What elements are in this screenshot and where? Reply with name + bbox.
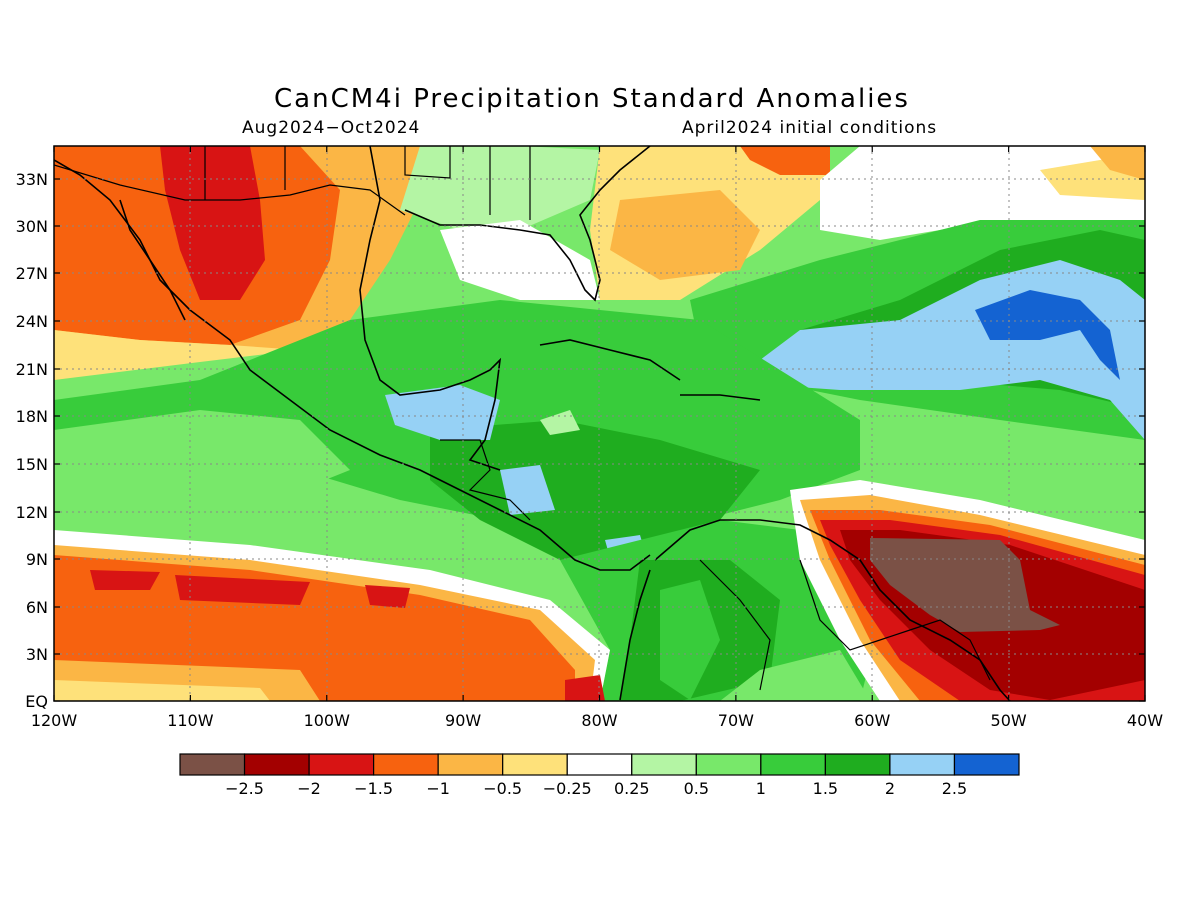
colorbar-label: 2.5 xyxy=(942,779,967,798)
colorbar-swatch xyxy=(631,753,697,776)
lat-label: 3N xyxy=(26,645,48,664)
initial-conditions: April2024 initial conditions xyxy=(682,118,938,138)
colorbar-swatch xyxy=(502,753,568,776)
colorbar-label: −2.5 xyxy=(225,779,264,798)
lon-label: 90W xyxy=(445,711,481,730)
colorbar-label: −2 xyxy=(297,779,321,798)
longitude-axis: 120W 110W 100W 90W 80W 70W 60W 50W 40W xyxy=(31,146,1163,730)
map-title: CanCM4i Precipitation Standard Anomalies xyxy=(274,84,910,114)
lon-label: 40W xyxy=(1127,711,1163,730)
colorbar-swatch xyxy=(695,753,762,776)
colorbar-swatch xyxy=(437,753,504,776)
colorbar-label: 2 xyxy=(885,779,895,798)
lat-label: 18N xyxy=(16,407,48,426)
lat-label: EQ xyxy=(25,692,48,711)
forecast-period: Aug2024−Oct2024 xyxy=(242,118,421,138)
lon-label: 100W xyxy=(304,711,351,730)
lon-label: 80W xyxy=(581,711,617,730)
colorbar-label: 1 xyxy=(756,779,766,798)
colorbar-label: 0.5 xyxy=(684,779,709,798)
lon-label: 110W xyxy=(167,711,214,730)
anomaly-field xyxy=(54,146,1145,701)
lat-label: 27N xyxy=(16,264,48,283)
lon-label: 60W xyxy=(854,711,890,730)
borders xyxy=(54,146,991,691)
lat-label: 12N xyxy=(16,503,48,522)
colorbar-swatch xyxy=(566,753,633,776)
colorbar-swatch xyxy=(824,753,891,776)
colorbar-swatch xyxy=(179,753,246,776)
lat-label: 24N xyxy=(16,312,48,331)
colorbar-swatch xyxy=(373,753,439,776)
colorbar-swatch xyxy=(889,753,956,776)
latitude-axis: 33N 30N 27N 24N 21N 18N 15N 12N 9N 6N 3N EQ xyxy=(16,170,1145,711)
colorbar-label: 0.25 xyxy=(614,779,650,798)
colorbar-swatch xyxy=(760,753,826,776)
lat-label: 21N xyxy=(16,360,48,379)
lon-label: 70W xyxy=(718,711,754,730)
colorbar-label: −1 xyxy=(426,779,450,798)
colorbar-swatch xyxy=(953,753,1020,776)
lon-label: 50W xyxy=(991,711,1027,730)
colorbar-swatch xyxy=(308,753,375,776)
lat-label: 6N xyxy=(26,598,48,617)
lon-label: 120W xyxy=(31,711,78,730)
colorbar-label: 1.5 xyxy=(813,779,838,798)
lat-label: 15N xyxy=(16,455,48,474)
lat-label: 33N xyxy=(16,170,48,189)
colorbar-label: −0.5 xyxy=(483,779,522,798)
colorbar-label: −1.5 xyxy=(354,779,393,798)
colorbar-label: −0.25 xyxy=(543,779,592,798)
colorbar-swatch xyxy=(243,753,310,776)
gridlines xyxy=(54,146,1145,701)
lat-label: 30N xyxy=(16,217,48,236)
colorbar: −2.5 −2 −1.5 −1 −0.5 −0.25 0.25 0.5 1 1.5 2 2.5 xyxy=(179,753,1020,798)
lat-label: 9N xyxy=(26,550,48,569)
